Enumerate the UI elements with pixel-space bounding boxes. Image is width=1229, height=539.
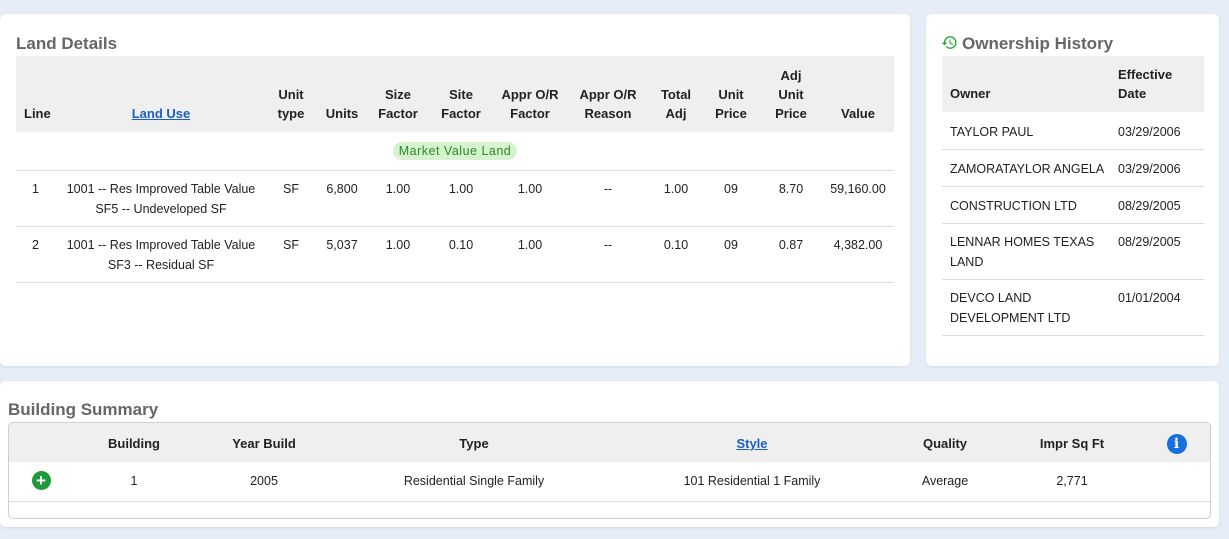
table-row: DEVCO LAND DEVELOPMENT LTD 01/01/2004 [942, 279, 1204, 336]
ownership-history-title: Ownership History [941, 34, 1113, 54]
table-row: LENNAR HOMES TEXAS LAND 08/29/2005 [942, 223, 1204, 280]
table-row: 1 1001 -- Res Improved Table Value SF5 --… [16, 170, 894, 227]
col-building: Building [108, 436, 160, 451]
land-use-sort-link[interactable]: Land Use [131, 106, 191, 121]
table-row: 2 1001 -- Res Improved Table Value SF3 --… [16, 226, 894, 283]
col-adj-unit-price: Adj Unit Price [775, 68, 807, 121]
col-land-use[interactable]: Land Use [56, 56, 266, 132]
market-value-land-badge: Market Value Land [392, 141, 518, 160]
building-summary-table: Building Year Build Type Style Quality I… [9, 423, 1210, 502]
land-details-card: Land Details Line Land Use Unit type Unit… [0, 14, 910, 366]
col-units: Units [325, 106, 359, 121]
col-info: i [1143, 423, 1210, 462]
ownership-history-card: Ownership History Owner Effective Date TA… [926, 14, 1219, 366]
land-use-cell: 1001 -- Res Improved Table Value SF3 -- R… [56, 226, 266, 283]
col-owner: Owner [950, 86, 991, 101]
table-row: + 1 2005 Residential Single Family 101 R… [9, 462, 1210, 502]
land-details-table: Line Land Use Unit type Units Size Factor … [16, 56, 894, 283]
building-header-row: Building Year Build Type Style Quality I… [9, 423, 1210, 462]
land-group-row: Market Value Land [16, 132, 894, 171]
ownership-history-table: Owner Effective Date TAYLOR PAUL 03/29/200… [942, 56, 1204, 336]
building-summary-title: Building Summary [8, 400, 159, 419]
building-summary-table-wrap: Building Year Build Type Style Quality I… [8, 422, 1211, 519]
col-line: Line [24, 106, 51, 121]
col-appr-or-reason: Appr O/R Reason [579, 87, 637, 121]
history-icon [941, 36, 957, 49]
col-expand [9, 423, 73, 462]
info-icon[interactable]: i [1166, 433, 1187, 454]
land-header-row: Line Land Use Unit type Units Size Factor … [16, 56, 894, 132]
col-unit-price: Unit Price [715, 87, 747, 121]
table-row: TAYLOR PAUL 03/29/2006 [942, 112, 1204, 150]
land-use-cell: 1001 -- Res Improved Table Value SF5 -- U… [56, 170, 266, 227]
col-style[interactable]: Style [615, 423, 889, 462]
building-summary-card: Building Summary Building Year Build Typ… [0, 381, 1219, 527]
owner-header-row: Owner Effective Date [942, 56, 1204, 112]
col-total-adj: Total Adj [660, 87, 692, 121]
style-sort-link[interactable]: Style [736, 436, 768, 451]
col-value: Value [841, 106, 875, 121]
col-unit-type: Unit type [277, 87, 305, 121]
col-quality: Quality [922, 436, 968, 451]
col-impr-sq-ft: Impr Sq Ft [1039, 436, 1105, 451]
col-year-build: Year Build [232, 436, 296, 451]
land-details-title: Land Details [16, 34, 118, 53]
col-appr-or-factor: Appr O/R Factor [501, 87, 559, 121]
table-row: ZAMORATAYLOR ANGELA 03/29/2006 [942, 149, 1204, 187]
plus-circle-icon[interactable]: + [31, 470, 51, 490]
table-row: CONSTRUCTION LTD 08/29/2005 [942, 186, 1204, 224]
col-size-factor: Size Factor [378, 87, 418, 121]
col-site-factor: Site Factor [441, 87, 481, 121]
col-effective-date: Effective Date [1118, 67, 1173, 101]
col-type: Type [459, 436, 489, 451]
